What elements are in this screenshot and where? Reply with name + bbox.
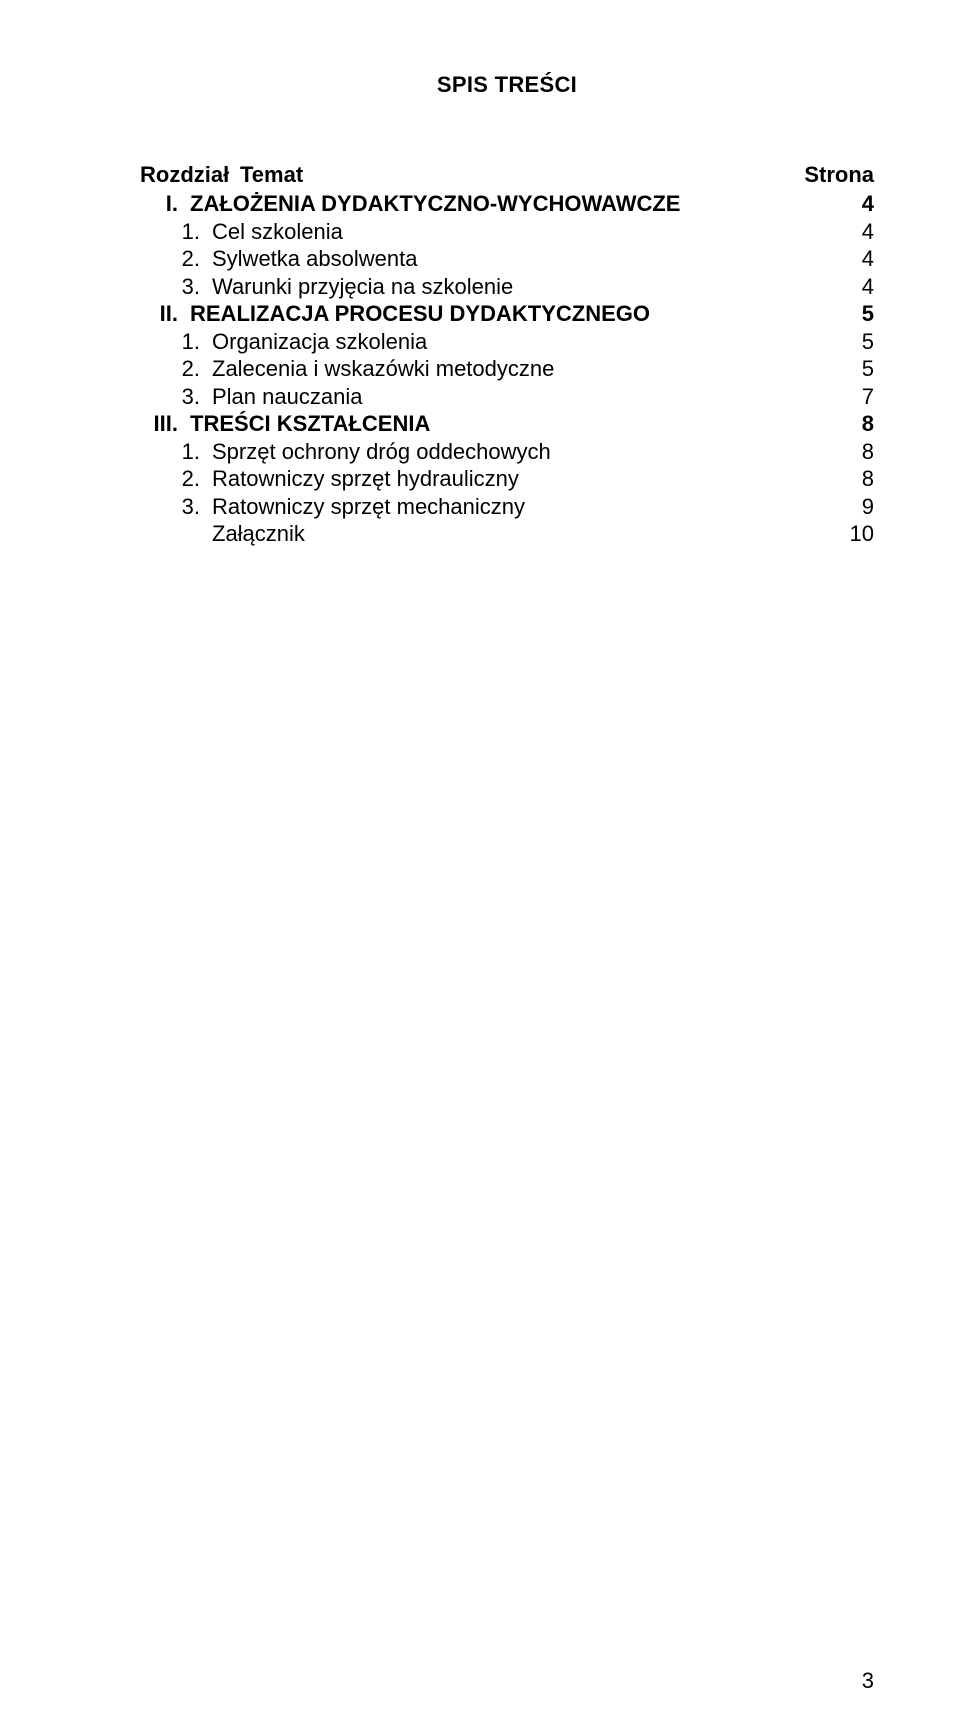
toc-text: Załącznik <box>212 520 814 548</box>
toc: I.ZAŁOŻENIA DYDAKTYCZNO-WYCHOWAWCZE41.Ce… <box>140 190 874 548</box>
toc-num: 2. <box>140 465 212 493</box>
toc-row-left: 1.Cel szkolenia <box>140 218 814 246</box>
toc-text: Plan nauczania <box>212 383 814 411</box>
toc-num: 3. <box>140 493 212 521</box>
toc-row: 3.Plan nauczania7 <box>140 383 874 411</box>
toc-text: REALIZACJA PROCESU DYDAKTYCZNEGO <box>190 300 814 328</box>
toc-row: 2.Sylwetka absolwenta4 <box>140 245 874 273</box>
page: SPIS TREŚCI Rozdział Temat Strona I.ZAŁO… <box>0 0 960 1722</box>
toc-page: 8 <box>814 465 874 493</box>
toc-num: III. <box>140 410 190 438</box>
toc-row: III.TREŚCI KSZTAŁCENIA8 <box>140 410 874 438</box>
toc-row: II.REALIZACJA PROCESU DYDAKTYCZNEGO5 <box>140 300 874 328</box>
toc-page: 8 <box>814 438 874 466</box>
toc-row: 2.Zalecenia i wskazówki metodyczne5 <box>140 355 874 383</box>
header-page: Strona <box>804 162 874 188</box>
toc-num: 1. <box>140 328 212 356</box>
toc-row: 1.Cel szkolenia4 <box>140 218 874 246</box>
toc-row: I.ZAŁOŻENIA DYDAKTYCZNO-WYCHOWAWCZE4 <box>140 190 874 218</box>
toc-row-left: 2.Ratowniczy sprzęt hydrauliczny <box>140 465 814 493</box>
toc-row-left: 1.Sprzęt ochrony dróg oddechowych <box>140 438 814 466</box>
toc-header-left: Rozdział Temat <box>140 162 303 188</box>
toc-row: 2.Ratowniczy sprzęt hydrauliczny8 <box>140 465 874 493</box>
toc-row-left: II.REALIZACJA PROCESU DYDAKTYCZNEGO <box>140 300 814 328</box>
toc-text: Zalecenia i wskazówki metodyczne <box>212 355 814 383</box>
toc-num: 1. <box>140 438 212 466</box>
toc-page: 5 <box>814 355 874 383</box>
toc-page: 8 <box>814 410 874 438</box>
toc-page: 9 <box>814 493 874 521</box>
toc-row: 1.Sprzęt ochrony dróg oddechowych8 <box>140 438 874 466</box>
toc-text: Ratowniczy sprzęt mechaniczny <box>212 493 814 521</box>
toc-num: I. <box>140 190 190 218</box>
toc-text: Sprzęt ochrony dróg oddechowych <box>212 438 814 466</box>
toc-page: 4 <box>814 190 874 218</box>
toc-page: 4 <box>814 245 874 273</box>
toc-text: Warunki przyjęcia na szkolenie <box>212 273 814 301</box>
toc-page: 5 <box>814 300 874 328</box>
toc-page: 4 <box>814 273 874 301</box>
toc-row-left: III.TREŚCI KSZTAŁCENIA <box>140 410 814 438</box>
toc-text: ZAŁOŻENIA DYDAKTYCZNO-WYCHOWAWCZE <box>190 190 814 218</box>
toc-row-left: 1.Organizacja szkolenia <box>140 328 814 356</box>
toc-header: Rozdział Temat Strona <box>140 162 874 188</box>
toc-row: 3.Warunki przyjęcia na szkolenie4 <box>140 273 874 301</box>
toc-text: TREŚCI KSZTAŁCENIA <box>190 410 814 438</box>
toc-row-left: Załącznik <box>140 520 814 548</box>
toc-text: Ratowniczy sprzęt hydrauliczny <box>212 465 814 493</box>
toc-num: 3. <box>140 273 212 301</box>
toc-page: 7 <box>814 383 874 411</box>
toc-num: 3. <box>140 383 212 411</box>
toc-row-left: 3.Warunki przyjęcia na szkolenie <box>140 273 814 301</box>
toc-row: 3.Ratowniczy sprzęt mechaniczny9 <box>140 493 874 521</box>
toc-num <box>140 520 212 548</box>
toc-page: 5 <box>814 328 874 356</box>
header-topic: Temat <box>240 162 303 188</box>
toc-row-left: 3.Ratowniczy sprzęt mechaniczny <box>140 493 814 521</box>
toc-text: Sylwetka absolwenta <box>212 245 814 273</box>
toc-num: 1. <box>140 218 212 246</box>
page-title: SPIS TREŚCI <box>140 72 874 98</box>
toc-row-left: 2.Zalecenia i wskazówki metodyczne <box>140 355 814 383</box>
toc-row-left: 2.Sylwetka absolwenta <box>140 245 814 273</box>
header-chapter: Rozdział <box>140 162 240 188</box>
toc-row: 1.Organizacja szkolenia5 <box>140 328 874 356</box>
toc-row-left: I.ZAŁOŻENIA DYDAKTYCZNO-WYCHOWAWCZE <box>140 190 814 218</box>
toc-num: 2. <box>140 245 212 273</box>
toc-num: 2. <box>140 355 212 383</box>
toc-text: Cel szkolenia <box>212 218 814 246</box>
toc-page: 10 <box>814 520 874 548</box>
toc-text: Organizacja szkolenia <box>212 328 814 356</box>
toc-num: II. <box>140 300 190 328</box>
page-number: 3 <box>862 1668 874 1694</box>
toc-page: 4 <box>814 218 874 246</box>
toc-row-left: 3.Plan nauczania <box>140 383 814 411</box>
toc-row: Załącznik10 <box>140 520 874 548</box>
